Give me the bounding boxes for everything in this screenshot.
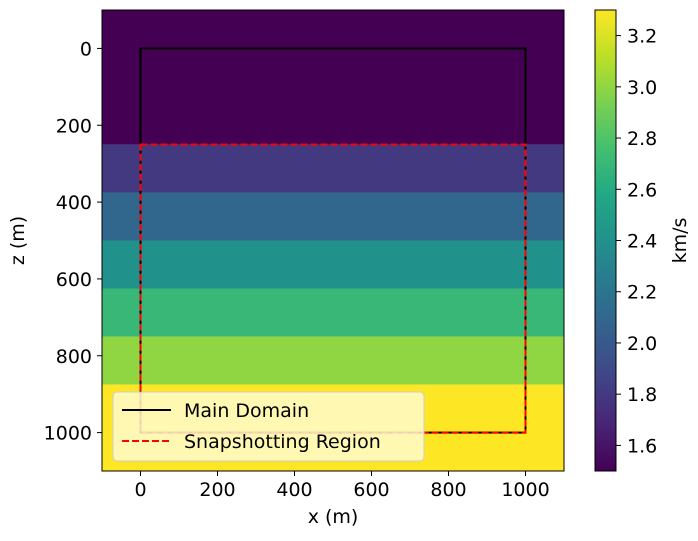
x-tick-label: 200 xyxy=(199,479,235,501)
colorbar-gradient xyxy=(594,9,617,472)
colorbar-label: km/s xyxy=(669,218,691,264)
legend-label-1: Main Domain xyxy=(184,400,309,422)
y-axis-ticks: 0 200 400 600 800 1000 xyxy=(44,38,102,445)
velocity-layer-5 xyxy=(102,288,564,337)
y-tick-label: 0 xyxy=(80,38,92,60)
legend: Main Domain Snapshotting Region xyxy=(112,391,425,462)
colorbar: 1.6 1.8 2.0 2.2 2.4 2.6 2.8 3.0 3.2 xyxy=(594,9,657,472)
x-tick-label: 0 xyxy=(134,479,146,501)
plot-frame xyxy=(101,9,565,472)
velocity-layer-2 xyxy=(102,144,564,193)
y-tick-label: 600 xyxy=(56,269,92,291)
colorbar-tick-label: 2.4 xyxy=(627,231,657,253)
x-axis-ticks: 0 200 400 600 800 1000 xyxy=(134,471,550,501)
x-axis-label: x (m) xyxy=(308,506,359,528)
y-tick-label: 1000 xyxy=(44,423,92,445)
legend-label-2: Snapshotting Region xyxy=(184,431,381,453)
legend-box xyxy=(112,391,425,462)
y-tick-label: 200 xyxy=(56,115,92,137)
colorbar-tick-label: 1.8 xyxy=(627,384,657,406)
x-tick-label: 600 xyxy=(353,479,389,501)
velocity-layer-4 xyxy=(102,240,564,289)
colorbar-tick-label: 2.2 xyxy=(627,282,657,304)
velocity-layer-6 xyxy=(102,336,564,385)
y-tick-label: 800 xyxy=(56,346,92,368)
x-tick-label: 800 xyxy=(430,479,466,501)
x-tick-label: 1000 xyxy=(501,479,549,501)
y-tick-label: 400 xyxy=(56,192,92,214)
colorbar-tick-label: 3.2 xyxy=(627,26,657,48)
colorbar-tick-label: 3.0 xyxy=(627,77,657,99)
colorbar-tick-label: 1.6 xyxy=(627,435,657,457)
colorbar-tick-label: 2.0 xyxy=(627,333,657,355)
colorbar-tick-label: 2.8 xyxy=(627,128,657,150)
colorbar-tick-label: 2.6 xyxy=(627,179,657,201)
y-axis-label: z (m) xyxy=(7,216,29,265)
x-tick-label: 400 xyxy=(276,479,312,501)
velocity-layer-1 xyxy=(102,10,564,145)
velocity-layer-3 xyxy=(102,192,564,241)
